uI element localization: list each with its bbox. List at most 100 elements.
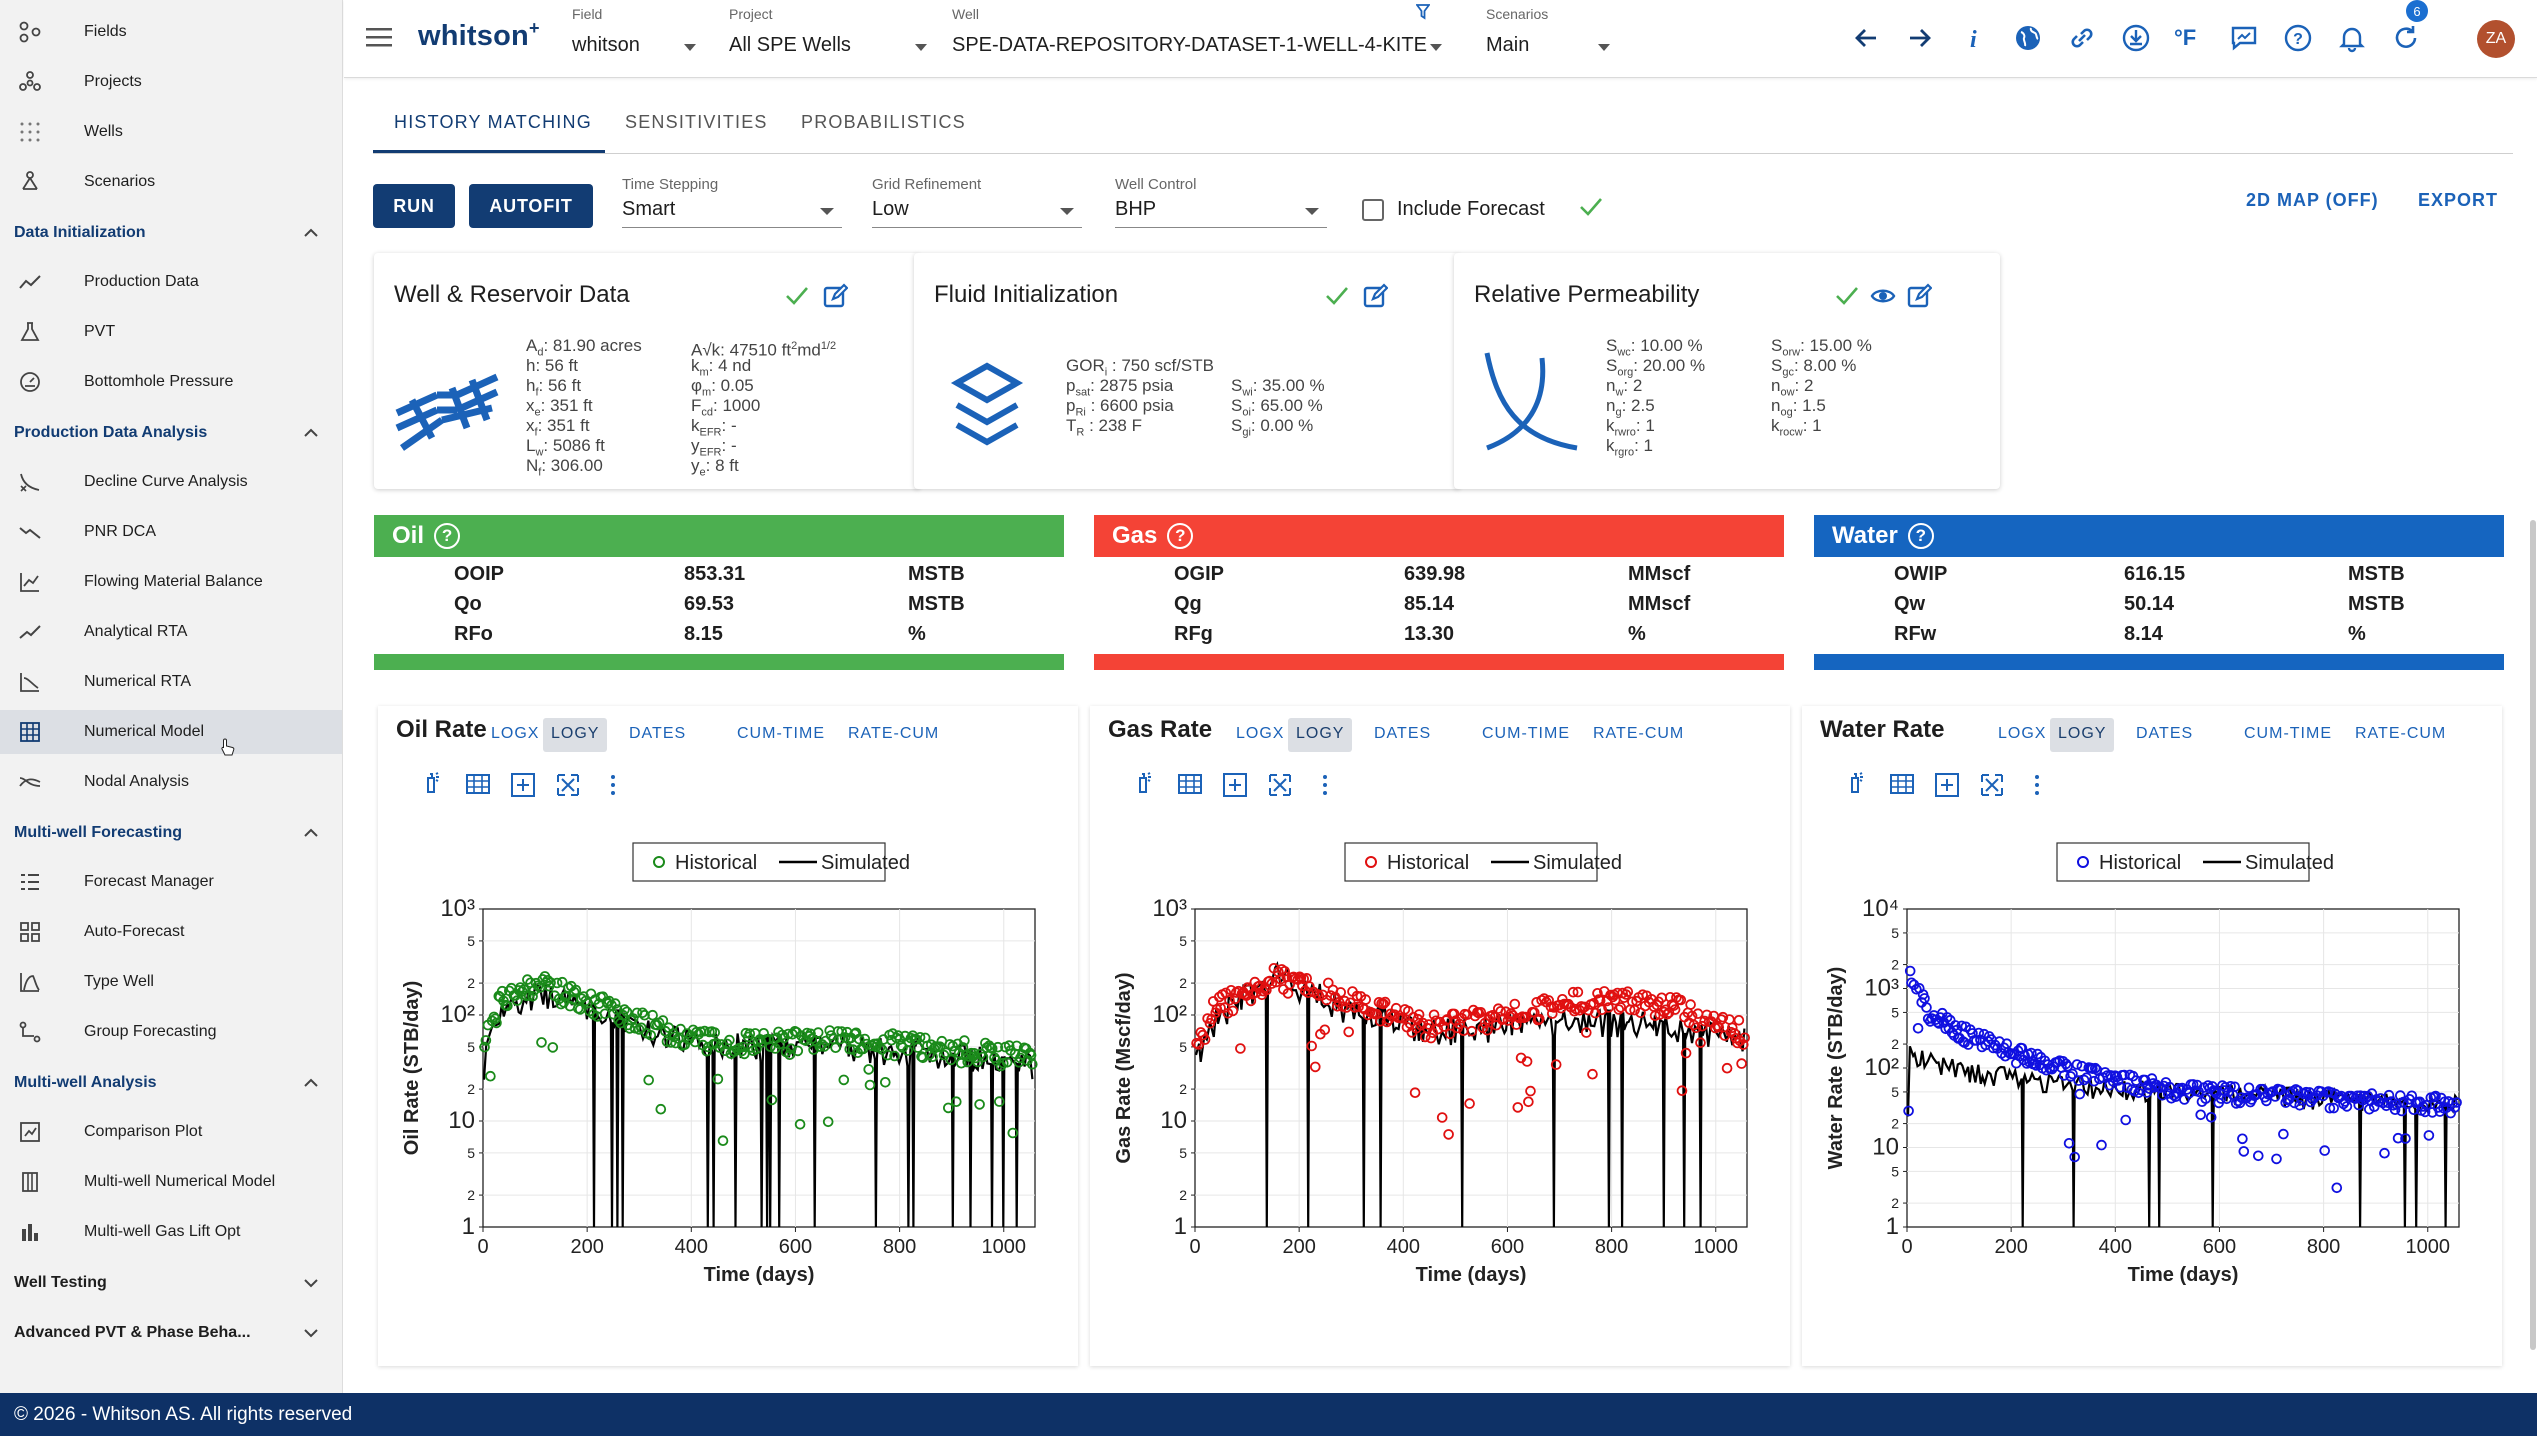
sidebar-item-type-well[interactable]: Type Well xyxy=(0,960,342,1004)
sidebar-item-production-data[interactable]: Production Data xyxy=(0,260,342,304)
plot-button-logx[interactable]: LOGX xyxy=(1236,725,1285,742)
sidebar-section-multi-well-analysis[interactable]: Multi-well Analysis xyxy=(0,1061,342,1105)
table-icon[interactable] xyxy=(1175,770,1205,800)
menu-icon[interactable] xyxy=(366,26,392,48)
plot-button-logx[interactable]: LOGX xyxy=(491,725,540,742)
sidebar-item-forecast-manager[interactable]: Forecast Manager xyxy=(0,860,342,904)
help-icon[interactable]: ? xyxy=(2282,22,2314,54)
well-select[interactable]: Well SPE-DATA-REPOSITORY-DATASET-1-WELL-4… xyxy=(952,6,1452,64)
sidebar-item-auto-forecast[interactable]: Auto-Forecast xyxy=(0,910,342,954)
sidebar-section-data-initialization[interactable]: Data Initialization xyxy=(0,211,342,255)
include-forecast-checkbox[interactable] xyxy=(1362,199,1384,221)
chevron-up-icon[interactable] xyxy=(303,425,319,441)
more-vert-icon[interactable] xyxy=(598,770,628,800)
rate-plot-area[interactable]: 1 2 5 10 2 5 10² 2 5 10³ 2 5 10⁴ 0 200 400 600 800 1000 Wat… xyxy=(1802,806,2502,1366)
project-select[interactable]: Project All SPE Wells xyxy=(729,6,929,64)
tab-history-matching[interactable]: HISTORY MATCHING xyxy=(394,112,592,132)
whitson-logo[interactable]: whitson+ xyxy=(418,18,540,52)
export-button[interactable]: EXPORT xyxy=(2418,190,2499,210)
autofit-button[interactable]: AUTOFIT xyxy=(469,184,593,228)
sidebar-item-numerical-rta[interactable]: Numerical RTA xyxy=(0,660,342,704)
map-toggle-button[interactable]: 2D MAP (OFF) xyxy=(2246,190,2379,210)
eye-icon[interactable] xyxy=(1870,283,1896,309)
chevron-down-icon[interactable] xyxy=(303,1325,319,1341)
sidebar-item-wells[interactable]: Wells xyxy=(0,110,342,154)
download-icon[interactable] xyxy=(2120,22,2152,54)
edit-icon[interactable] xyxy=(1906,283,1932,309)
zoom-box-icon[interactable] xyxy=(1220,770,1250,800)
spray-icon[interactable] xyxy=(1842,770,1872,800)
filter-icon[interactable] xyxy=(1416,4,1430,20)
chevron-up-icon[interactable] xyxy=(303,1075,319,1091)
plot-button-dates[interactable]: DATES xyxy=(1374,725,1432,742)
more-vert-icon[interactable] xyxy=(1310,770,1340,800)
arrow-left-icon[interactable] xyxy=(1850,22,1882,54)
plot-button-cum-time[interactable]: CUM-TIME xyxy=(737,725,825,742)
sidebar-item-comparison-plot[interactable]: Comparison Plot xyxy=(0,1110,342,1154)
plot-button-rate-cum[interactable]: RATE-CUM xyxy=(848,725,940,742)
sidebar-item-bottomhole-pressure[interactable]: Bottomhole Pressure xyxy=(0,360,342,404)
more-vert-icon[interactable] xyxy=(2022,770,2052,800)
user-avatar[interactable]: ZA xyxy=(2477,20,2515,58)
bell-icon[interactable] xyxy=(2336,22,2368,54)
run-button[interactable]: RUN xyxy=(373,184,455,228)
feedback-icon[interactable] xyxy=(2228,22,2260,54)
plot-button-dates[interactable]: DATES xyxy=(2136,725,2194,742)
plot-button-rate-cum[interactable]: RATE-CUM xyxy=(1593,725,1685,742)
plot-button-cum-time[interactable]: CUM-TIME xyxy=(1482,725,1570,742)
sidebar-item-pvt[interactable]: PVT xyxy=(0,310,342,354)
units-toggle[interactable]: °F xyxy=(2174,25,2197,50)
tab-probabilistics[interactable]: PROBABILISTICS xyxy=(801,112,966,132)
sidebar-item-scenarios[interactable]: Scenarios xyxy=(0,160,342,204)
zoom-box-icon[interactable] xyxy=(508,770,538,800)
sidebar-item-fields[interactable]: Fields xyxy=(0,10,342,54)
page-scrollbar[interactable] xyxy=(2530,520,2536,1350)
table-icon[interactable] xyxy=(1887,770,1917,800)
plot-button-logy[interactable]: LOGY xyxy=(2050,718,2115,752)
tab-sensitivities[interactable]: SENSITIVITIES xyxy=(625,112,768,132)
sidebar-item-flowing-material-balance[interactable]: Flowing Material Balance xyxy=(0,560,342,604)
help-icon[interactable]: ? xyxy=(1167,523,1194,549)
info-icon[interactable]: i xyxy=(1958,22,1990,54)
sidebar-section-multi-well-forecasting[interactable]: Multi-well Forecasting xyxy=(0,811,342,855)
chevron-down-icon[interactable] xyxy=(303,1275,319,1291)
sidebar-item-multi-well-gas-lift-opt[interactable]: Multi-well Gas Lift Opt xyxy=(0,1210,342,1254)
help-icon[interactable]: ? xyxy=(1907,523,1934,549)
edit-icon[interactable] xyxy=(822,283,848,309)
field-select[interactable]: Field whitson xyxy=(572,6,702,64)
spray-icon[interactable] xyxy=(418,770,448,800)
expand-icon[interactable] xyxy=(1265,770,1295,800)
sidebar-item-nodal-analysis[interactable]: Nodal Analysis xyxy=(0,760,342,804)
sidebar-item-pnr-dca[interactable]: PNR DCA xyxy=(0,510,342,554)
help-icon[interactable]: ? xyxy=(434,523,461,549)
plot-button-rate-cum[interactable]: RATE-CUM xyxy=(2355,725,2447,742)
expand-icon[interactable] xyxy=(553,770,583,800)
table-icon[interactable] xyxy=(463,770,493,800)
link-icon[interactable] xyxy=(2066,22,2098,54)
sidebar-item-group-forecasting[interactable]: Group Forecasting xyxy=(0,1010,342,1054)
grid-refinement-select[interactable]: Grid Refinement Low xyxy=(872,176,1082,228)
chevron-up-icon[interactable] xyxy=(303,825,319,841)
sidebar-item-analytical-rta[interactable]: Analytical RTA xyxy=(0,610,342,654)
zoom-box-icon[interactable] xyxy=(1932,770,1962,800)
sidebar-section-advanced-pvt-phase-beha[interactable]: Advanced PVT & Phase Beha... xyxy=(0,1311,342,1355)
refresh-icon[interactable] xyxy=(2390,22,2422,54)
edit-icon[interactable] xyxy=(1362,283,1388,309)
scenario-select[interactable]: Scenarios Main xyxy=(1486,6,1616,64)
sidebar-item-numerical-model[interactable]: Numerical Model xyxy=(0,710,342,754)
plot-button-logx[interactable]: LOGX xyxy=(1998,725,2047,742)
expand-icon[interactable] xyxy=(1977,770,2007,800)
plot-button-logy[interactable]: LOGY xyxy=(543,718,608,752)
sidebar-section-production-data-analysis[interactable]: Production Data Analysis xyxy=(0,411,342,455)
arrow-right-icon[interactable] xyxy=(1904,22,1936,54)
sidebar-section-well-testing[interactable]: Well Testing xyxy=(0,1261,342,1305)
sidebar-item-multi-well-numerical-model[interactable]: Multi-well Numerical Model xyxy=(0,1160,342,1204)
well-control-select[interactable]: Well Control BHP xyxy=(1115,176,1327,228)
chevron-up-icon[interactable] xyxy=(303,225,319,241)
sidebar-item-projects[interactable]: Projects xyxy=(0,60,342,104)
plot-button-logy[interactable]: LOGY xyxy=(1288,718,1353,752)
rate-plot-area[interactable]: 1 2 5 10 2 5 10² 2 5 10³ 0 200 400 600 800 1000 Oil Rate… xyxy=(378,806,1078,1366)
spray-icon[interactable] xyxy=(1130,770,1160,800)
plot-button-cum-time[interactable]: CUM-TIME xyxy=(2244,725,2332,742)
globe-icon[interactable] xyxy=(2012,22,2044,54)
